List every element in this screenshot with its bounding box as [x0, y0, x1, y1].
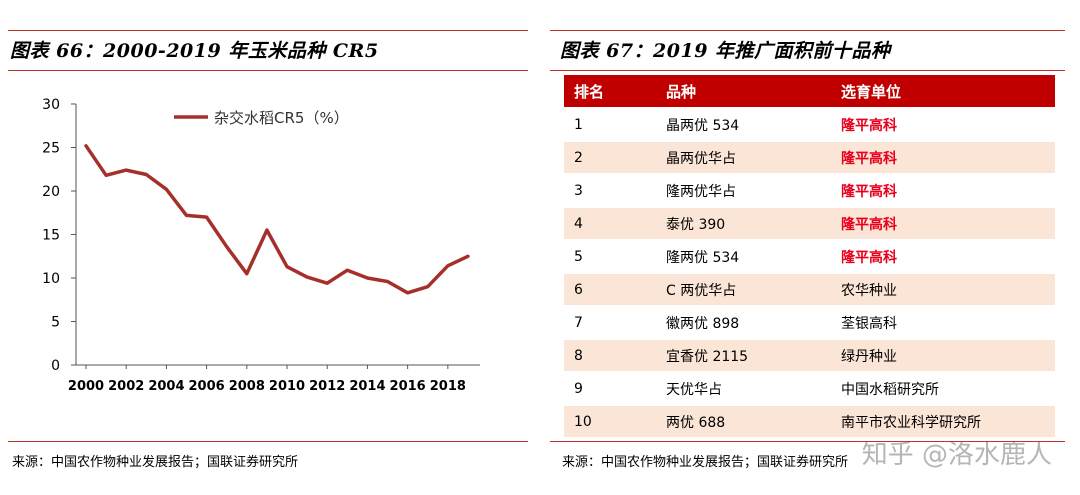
data-point	[125, 168, 128, 172]
right-panel: 图表 67：2019 年推广面积前十品种 排名 品种 选育单位 1 晶两优 534…	[550, 0, 1080, 495]
variety-cell: 两优 688	[656, 404, 831, 437]
series-line	[84, 144, 470, 295]
breeder-cell: 隆平高科	[831, 173, 1055, 207]
data-point	[145, 173, 148, 176]
title-bottom-rule	[8, 70, 528, 71]
x-tick-label: 2008	[229, 379, 265, 394]
data-point	[426, 285, 429, 288]
data-point	[326, 282, 329, 285]
table-row: 3 隆两优华占 隆平高科	[564, 173, 1055, 207]
table-row: 5 隆两优 534 隆平高科	[564, 239, 1055, 273]
variety-cell: 泰优 390	[656, 206, 831, 240]
table-row: 8 宜香优 2115 绿丹种业	[564, 338, 1055, 372]
variety-cell: 徽两优 898	[656, 305, 831, 339]
table-row: 9 天优华占 中国水稻研究所	[564, 371, 1055, 405]
table-row: 4 泰优 390 隆平高科	[564, 206, 1055, 240]
header-breeder: 选育单位	[831, 75, 1055, 108]
breeder-cell: 荃银高科	[831, 305, 1055, 339]
x-tick-label: 2012	[309, 379, 345, 394]
rank-cell: 1	[564, 107, 656, 141]
data-point	[446, 264, 450, 268]
rank-cell: 4	[564, 206, 656, 240]
y-tick-label: 30	[42, 97, 60, 113]
table-row: 7 徽两优 898 荃银高科	[564, 305, 1055, 339]
x-tick-label: 2002	[108, 379, 144, 394]
data-point	[205, 215, 208, 219]
rank-cell: 10	[564, 404, 656, 437]
table-header-row: 排名 品种 选育单位	[564, 75, 1055, 108]
data-point	[265, 228, 269, 232]
x-tick-label: 2018	[430, 379, 466, 394]
x-tick-label: 2004	[148, 379, 184, 394]
y-tick-label: 0	[51, 358, 60, 374]
breeder-cell: 隆平高科	[831, 206, 1055, 240]
data-point	[185, 214, 188, 217]
data-point	[466, 255, 470, 258]
data-point	[225, 245, 228, 248]
variety-table: 排名 品种 选育单位 1 晶两优 534 隆平高科 2 晶两优华占 隆平高科 3 隆两优华占隆…	[564, 75, 1055, 437]
rank-cell: 6	[564, 272, 656, 306]
title-bottom-rule	[550, 70, 1065, 71]
rank-cell: 2	[564, 140, 656, 174]
data-point	[366, 276, 369, 280]
left-panel: 图表 66：2000-2019 年玉米品种 CR5 0 5 10 15 20 25 30 20…	[0, 0, 530, 495]
variety-cell: C 两优华占	[656, 272, 831, 306]
data-point	[406, 291, 409, 294]
table-row: 2 晶两优华占 隆平高科	[564, 140, 1055, 174]
title-top-rule	[550, 30, 1065, 31]
data-point	[346, 268, 349, 272]
x-tick-label: 2016	[390, 379, 426, 394]
rank-cell: 5	[564, 239, 656, 273]
x-tick-label: 2000	[68, 379, 104, 394]
breeder-cell: 隆平高科	[831, 239, 1055, 273]
rank-cell: 7	[564, 305, 656, 339]
x-tick-label: 2006	[189, 379, 225, 394]
legend-label: 杂交水稻CR5（%）	[214, 109, 349, 127]
variety-cell: 宜香优 2115	[656, 338, 831, 372]
data-point	[104, 174, 108, 177]
breeder-cell: 南平市农业科学研究所	[831, 404, 1055, 437]
data-point	[165, 188, 168, 191]
variety-cell: 晶两优华占	[656, 140, 831, 174]
y-tick-label: 5	[51, 315, 60, 331]
title-top-rule	[8, 30, 528, 31]
data-point	[245, 272, 249, 275]
table-title: 图表 67：2019 年推广面积前十品种	[560, 40, 891, 62]
breeder-cell: 隆平高科	[831, 140, 1055, 174]
header-variety: 品种	[656, 75, 831, 108]
variety-cell: 天优华占	[656, 371, 831, 405]
line-chart: 0 5 10 15 20 25 30 2000 2002 2004 2006 2008 2010 2012…	[42, 97, 480, 394]
data-point	[285, 265, 289, 268]
data-point	[386, 280, 389, 283]
y-tick-label: 10	[42, 271, 60, 287]
source-note: 来源：中国农作物种业发展报告；国联证券研究所	[562, 455, 849, 470]
table-row: 10 两优 688 南平市农业科学研究所	[564, 404, 1055, 437]
x-tick-label: 2010	[269, 379, 305, 394]
variety-cell: 隆两优 534	[656, 239, 831, 273]
breeder-cell: 隆平高科	[831, 107, 1055, 141]
header-rank: 排名	[564, 75, 656, 108]
rank-cell: 3	[564, 173, 656, 207]
source-note: 来源：中国农作物种业发展报告；国联证券研究所	[12, 455, 299, 470]
data-point	[84, 144, 88, 147]
breeder-cell: 中国水稻研究所	[831, 371, 1055, 405]
y-tick-label: 20	[42, 184, 60, 200]
variety-cell: 隆两优华占	[656, 173, 831, 207]
breeder-cell: 农华种业	[831, 272, 1055, 306]
x-tick-label: 2014	[349, 379, 385, 394]
source-rule	[550, 441, 1065, 442]
y-tick-label: 25	[42, 141, 60, 157]
data-point	[305, 275, 309, 279]
breeder-cell: 绿丹种业	[831, 338, 1055, 372]
rank-cell: 9	[564, 371, 656, 405]
table-row: 1 晶两优 534 隆平高科	[564, 107, 1055, 141]
source-rule	[8, 441, 528, 442]
watermark: 知乎 @洛水鹿人	[861, 440, 1052, 470]
rank-cell: 8	[564, 338, 656, 372]
variety-cell: 晶两优 534	[656, 107, 831, 141]
chart-title: 图表 66：2000-2019 年玉米品种 CR5	[10, 40, 379, 62]
y-tick-label: 15	[42, 228, 60, 244]
